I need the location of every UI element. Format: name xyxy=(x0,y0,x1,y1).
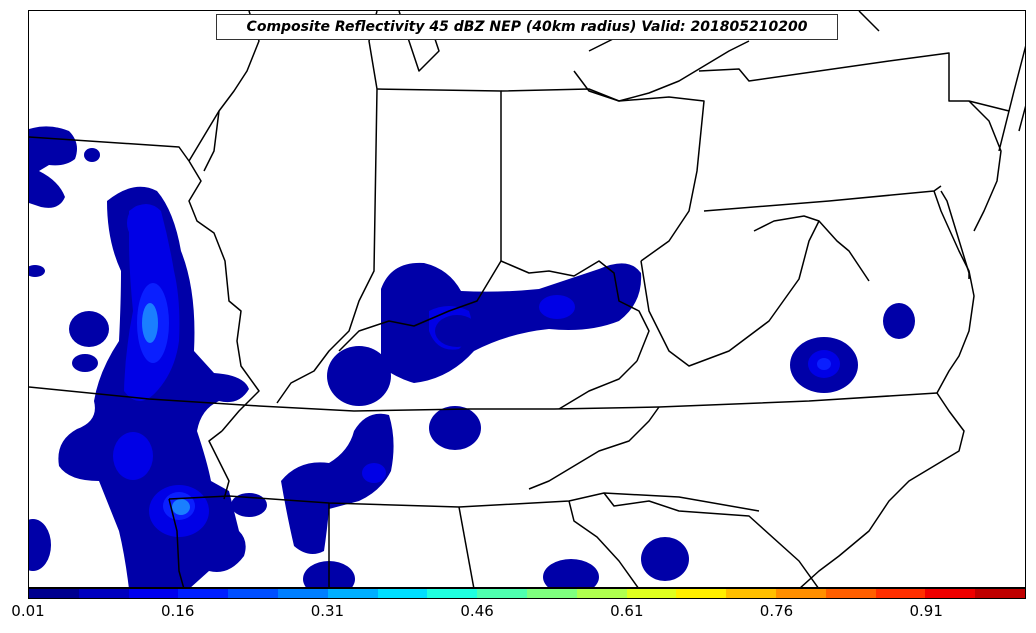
boundary-pennsylvania xyxy=(698,52,1010,152)
prob-field-georgia xyxy=(641,537,689,581)
colorbar-segment xyxy=(626,589,677,598)
boundary-new-york-east xyxy=(1008,45,1025,132)
colorbar xyxy=(28,588,1026,599)
prob-field-ohio-east-core xyxy=(539,295,575,319)
prob-field-maryland xyxy=(883,303,915,339)
prob-field-western-band-peak xyxy=(142,303,158,343)
colorbar-segment xyxy=(128,589,179,598)
prob-field-sw-arm xyxy=(231,493,267,517)
boundary-pa-south xyxy=(703,185,942,212)
prob-field-ohio-center xyxy=(435,315,479,347)
map-panel xyxy=(28,10,1026,588)
prob-field-central-west xyxy=(281,413,394,555)
boundary-tennessee-north xyxy=(29,386,938,412)
boundary-indiana-east xyxy=(376,88,502,261)
boundary-arkansas-missouri xyxy=(208,430,230,500)
prob-field-alabama xyxy=(543,559,599,587)
colorbar-tick-label: 0.61 xyxy=(610,602,644,620)
boundary-wv-panhandle xyxy=(753,215,820,232)
prob-field-kentucky-small xyxy=(429,406,481,450)
boundary-atlantic-coast xyxy=(800,392,965,587)
boundary-arkansas xyxy=(168,498,185,587)
colorbar-segment xyxy=(327,589,378,598)
colorbar-segment xyxy=(477,589,527,598)
boundary-wisconsin xyxy=(203,110,220,172)
boundary-nj-coast xyxy=(968,100,1002,232)
prob-field-ohio-valley-band xyxy=(381,262,642,383)
prob-field-western-top xyxy=(127,205,155,241)
boundary-virginia-nc xyxy=(528,406,660,490)
probability-fields xyxy=(29,126,915,587)
boundary-mississippi-river xyxy=(188,160,260,432)
prob-field-sw-core-4 xyxy=(172,499,190,515)
prob-field-ohio-sw-1 xyxy=(327,346,391,406)
boundary-delaware xyxy=(940,190,970,279)
colorbar-segment xyxy=(29,589,79,598)
prob-field-central-west-mid xyxy=(362,463,386,483)
colorbar-tick-label: 0.76 xyxy=(759,602,794,620)
prob-field-w-small-2 xyxy=(72,354,98,372)
colorbar-segment xyxy=(975,589,1025,598)
prob-field-sw-edge xyxy=(29,519,51,571)
map-canvas xyxy=(29,11,1025,587)
colorbar-segment xyxy=(427,589,478,598)
colorbar-segment xyxy=(875,589,926,598)
prob-field-w-small-1 xyxy=(69,311,109,347)
colorbar-segment xyxy=(377,589,428,598)
colorbar-segment xyxy=(178,589,229,598)
colorbar-tick-label: 0.46 xyxy=(460,602,494,620)
map-title: Composite Reflectivity 45 dBZ NEP (40km … xyxy=(216,14,838,40)
map-boundaries xyxy=(29,11,1025,587)
boundary-nc-sc xyxy=(603,492,819,587)
prob-field-virginia-peak xyxy=(817,358,831,370)
boundary-iowa-south xyxy=(29,136,190,162)
colorbar-segment xyxy=(526,589,577,598)
prob-field-sw-core-1 xyxy=(113,432,153,480)
boundary-illinois-east xyxy=(276,88,378,404)
boundary-chesapeake xyxy=(933,190,975,394)
boundary-georgia-carolina xyxy=(568,500,639,587)
boundary-ohio-river xyxy=(338,260,650,362)
prob-field-nw-corner xyxy=(29,126,77,208)
colorbar-segment xyxy=(228,589,278,598)
colorbar-segment xyxy=(277,589,328,598)
colorbar-segment xyxy=(825,589,876,598)
colorbar-segment xyxy=(726,589,776,598)
boundary-west-virginia xyxy=(640,220,870,367)
boundary-ohio-east xyxy=(500,88,705,262)
colorbar-tick-label: 0.01 xyxy=(11,602,45,620)
colorbar-tick-label: 0.91 xyxy=(909,602,943,620)
colorbar-segment xyxy=(576,589,627,598)
colorbar-segment xyxy=(775,589,826,598)
colorbar-segment xyxy=(78,589,129,598)
prob-field-nw-dot xyxy=(84,148,100,162)
boundary-virginia-kentucky xyxy=(558,360,638,410)
colorbar-segment xyxy=(925,589,976,598)
colorbar-tick-label: 0.16 xyxy=(160,602,195,620)
prob-field-w-dot xyxy=(29,265,45,277)
boundary-lake-ontario xyxy=(858,11,880,32)
boundary-alabama-georgia xyxy=(458,506,475,587)
boundary-tennessee-south xyxy=(168,492,760,512)
colorbar-segment xyxy=(676,589,727,598)
colorbar-tick-label: 0.31 xyxy=(310,602,345,620)
